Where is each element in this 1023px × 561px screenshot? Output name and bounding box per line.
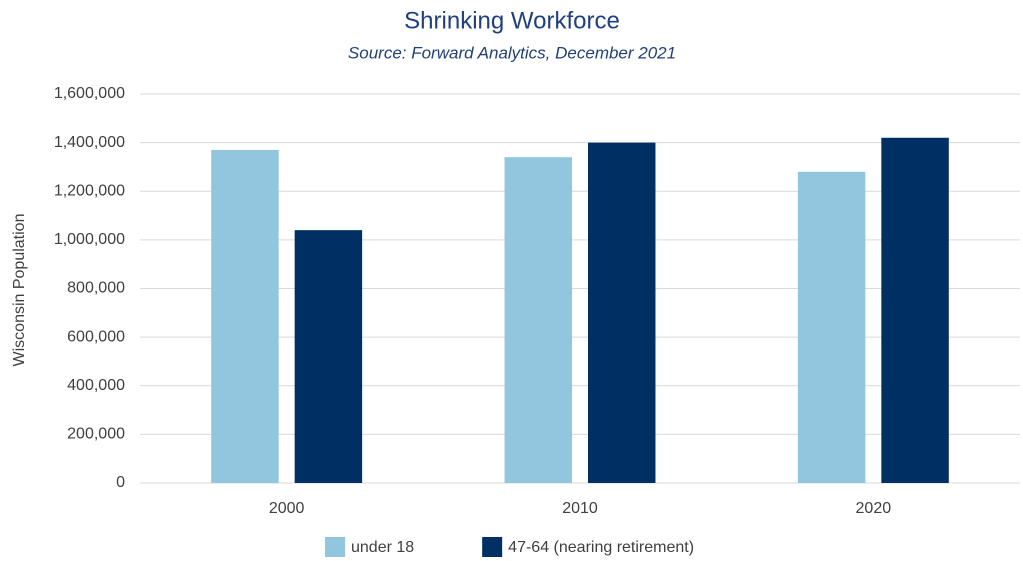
- y-tick-label: 600,000: [67, 328, 125, 345]
- y-tick-label: 1,000,000: [54, 231, 125, 248]
- y-axis-label: Wisconsin Population: [11, 214, 28, 367]
- y-tick-label: 1,600,000: [54, 85, 125, 102]
- chart-title: Shrinking Workforce: [404, 7, 620, 34]
- bar: [294, 230, 363, 483]
- bar: [881, 137, 949, 483]
- x-tick-label: 2000: [269, 500, 305, 517]
- bar: [211, 149, 279, 483]
- legend-label: under 18: [351, 539, 414, 556]
- legend-swatch: [482, 537, 503, 557]
- bar: [504, 157, 572, 483]
- legend-label: 47-64 (nearing retirement): [508, 539, 694, 556]
- x-tick-label: 2010: [562, 500, 598, 517]
- y-tick-label: 800,000: [67, 280, 125, 297]
- legend-swatch: [325, 537, 345, 557]
- y-tick-label: 0: [116, 474, 125, 491]
- y-tick-label: 200,000: [67, 426, 125, 443]
- y-tick-label: 1,200,000: [54, 182, 125, 199]
- x-tick-label: 2020: [856, 500, 892, 517]
- chart-subtitle: Source: Forward Analytics, December 2021: [348, 43, 676, 62]
- bar: [797, 171, 866, 484]
- y-tick-label: 1,400,000: [54, 134, 125, 151]
- y-tick-label: 400,000: [67, 377, 125, 394]
- bar: [588, 142, 656, 483]
